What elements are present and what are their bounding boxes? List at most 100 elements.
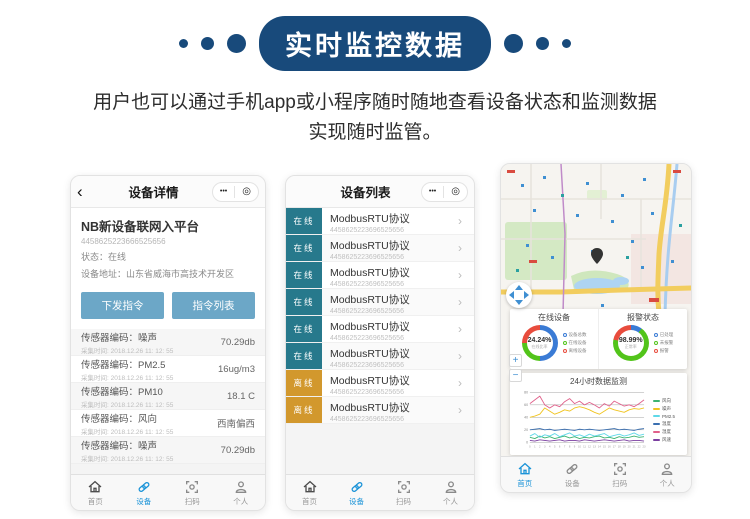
online-devices-gauge: 在线设备 24.24% 在线比率 设备总数 在线设备 离线设备 (510, 309, 598, 369)
chevron-right-icon: › (458, 376, 462, 390)
miniprogram-capsule: ••• ◎ (420, 181, 468, 202)
chart-legend: 风向 噪声 PM2.5 温度 湿度 风速 (653, 387, 685, 453)
svg-text:9: 9 (574, 445, 576, 449)
svg-text:4: 4 (549, 445, 551, 449)
tab-profile[interactable]: 个人 (427, 475, 474, 510)
tab-home[interactable]: 首页 (71, 475, 120, 510)
map-pan-control[interactable] (506, 282, 532, 308)
tab-home[interactable]: 首页 (501, 457, 549, 492)
svg-text:80: 80 (524, 391, 528, 395)
pan-left-icon[interactable] (509, 291, 514, 299)
status-badge: 离线 (286, 397, 322, 423)
close-circle-icon[interactable]: ◎ (242, 185, 251, 197)
tab-devices[interactable]: 设备 (549, 457, 597, 492)
tab-devices[interactable]: 设备 (120, 475, 169, 510)
svg-text:6: 6 (559, 445, 561, 449)
zoom-in-button[interactable]: + (509, 354, 522, 367)
device-list-item[interactable]: 离线 ModbusRTU协议 4458625223696525656 › (286, 370, 474, 397)
svg-text:0: 0 (526, 441, 528, 445)
zoom-out-button[interactable]: − (509, 369, 522, 382)
more-icon[interactable]: ••• (219, 187, 228, 195)
person-icon (659, 461, 675, 477)
sensor-time: 采集时间: 2018.12.26 11: 12: 55 (81, 374, 174, 382)
gauge-title: 报警状态 (627, 313, 659, 322)
command-list-button[interactable]: 指令列表 (172, 292, 255, 319)
gauge-legend: 设备总数 在线设备 离线设备 (562, 332, 587, 354)
miniprogram-capsule: ••• ◎ (211, 181, 259, 202)
tab-home[interactable]: 首页 (286, 475, 333, 510)
tab-scan[interactable]: 扫码 (596, 457, 644, 492)
sensor-row[interactable]: 传感器编码：风向 采集时间: 2018.12.26 11: 12: 55 西南偏… (71, 410, 265, 437)
svg-text:12: 12 (588, 445, 591, 449)
sensor-row[interactable]: 传感器编码：PM2.5 采集时间: 2018.12.26 11: 12: 55 … (71, 356, 265, 383)
pan-up-icon[interactable] (515, 285, 523, 290)
sensor-row[interactable]: 传感器编码：噪声 采集时间: 2018.12.26 11: 12: 55 70.… (71, 329, 265, 356)
tab-profile[interactable]: 个人 (217, 475, 266, 510)
sensor-row[interactable]: 传感器编码：PM10 采集时间: 2018.12.26 11: 12: 55 1… (71, 383, 265, 410)
device-protocol: ModbusRTU协议 (330, 348, 410, 360)
tab-label: 首页 (517, 478, 533, 488)
sensor-label: 传感器编码：噪声 (81, 332, 158, 344)
device-list-item[interactable]: 在线 ModbusRTU协议 4458625223696525656 › (286, 316, 474, 343)
more-icon[interactable]: ••• (428, 187, 437, 195)
device-list-item[interactable]: 在线 ModbusRTU协议 4458625223696525656 › (286, 235, 474, 262)
chart-title: 24小时数据监测 (570, 377, 627, 386)
device-id: 4458625223696525656 (330, 308, 404, 315)
send-command-button[interactable]: 下发指令 (81, 292, 164, 319)
device-protocol: ModbusRTU协议 (330, 213, 410, 225)
stats-card: 在线设备 24.24% 在线比率 设备总数 在线设备 离线设备 (510, 309, 687, 369)
device-address: 设备地址：山东省威海市高技术开发区 (81, 269, 235, 279)
device-list-item[interactable]: 在线 ModbusRTU协议 4458625223696525656 › (286, 208, 474, 235)
tab-scan[interactable]: 扫码 (168, 475, 217, 510)
legend-label: 报警 (659, 348, 669, 353)
chevron-right-icon: › (458, 214, 462, 228)
device-id: 4458625223696525656 (330, 389, 404, 396)
svg-text:22: 22 (638, 445, 641, 449)
sensor-row[interactable]: 传感器编码：噪声 采集时间: 2018.12.26 11: 12: 55 70.… (71, 437, 265, 464)
device-list-item[interactable]: 在线 ModbusRTU协议 4458625223696525656 › (286, 262, 474, 289)
tab-scan[interactable]: 扫码 (380, 475, 427, 510)
tab-label: 扫码 (396, 496, 411, 506)
svg-text:0: 0 (529, 445, 531, 449)
svg-text:16: 16 (608, 445, 611, 449)
scan-icon (184, 479, 200, 495)
phone-device-list: 设备列表 ••• ◎ 在线 ModbusRTU协议 44586252236965… (285, 175, 475, 511)
divider (234, 185, 236, 198)
decor-dot (201, 37, 214, 50)
device-list: 在线 ModbusRTU协议 4458625223696525656 › 在线 … (286, 208, 474, 424)
device-name: NB新设备联网入平台 (81, 220, 200, 234)
navbar: 设备列表 ••• ◎ (286, 176, 474, 208)
back-icon[interactable]: ‹ (77, 182, 83, 201)
device-list-item[interactable]: 离线 ModbusRTU协议 4458625223696525656 › (286, 397, 474, 424)
gauge-value: 98.99% (618, 336, 643, 344)
device-list-item[interactable]: 在线 ModbusRTU协议 4458625223696525656 › (286, 289, 474, 316)
svg-text:18: 18 (618, 445, 621, 449)
scan-icon (396, 479, 412, 495)
map-view[interactable]: + − 在线设备 24.24% 在线比率 设备总数 (501, 164, 691, 456)
device-list-item[interactable]: 在线 ModbusRTU协议 4458625223696525656 › (286, 343, 474, 370)
sensor-value: 70.29db (220, 444, 255, 456)
device-status: 状态：在线 (81, 252, 127, 262)
pan-down-icon[interactable] (515, 300, 523, 305)
close-circle-icon[interactable]: ◎ (451, 185, 460, 197)
map-zoom-controls: + − (509, 354, 522, 382)
divider (443, 185, 445, 198)
page-title: 设备列表 (340, 186, 391, 200)
command-buttons: 下发指令 指令列表 (71, 286, 265, 329)
tab-bar: 首页 设备 扫码 个人 (501, 456, 691, 492)
pan-right-icon[interactable] (524, 291, 529, 299)
tab-label: 首页 (87, 496, 103, 506)
legend-label: 已处理 (659, 332, 674, 337)
sensor-label: 传感器编码：PM10 (81, 386, 163, 398)
legend-label: 湿度 (662, 428, 671, 434)
svg-text:11: 11 (583, 445, 586, 449)
gauge-legend: 已处理 未报警 报警 (653, 332, 674, 354)
monitor-chart-card: 24小时数据监测 0 20 40 60 80 0 1 2 3 4 5 6 7 8 9 10 11 12 13 14 15… (510, 373, 687, 455)
device-info-card: NB新设备联网入平台 4458625223666525656 状态：在线 设备地… (71, 208, 265, 286)
svg-text:21: 21 (633, 445, 636, 449)
gauge-value: 24.24% (527, 336, 552, 344)
tab-profile[interactable]: 个人 (644, 457, 692, 492)
tab-devices[interactable]: 设备 (333, 475, 380, 510)
chevron-right-icon: › (458, 295, 462, 309)
